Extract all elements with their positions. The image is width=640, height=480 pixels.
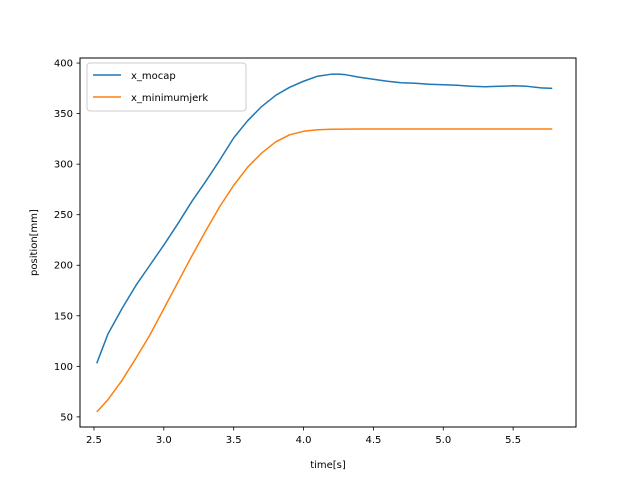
x-tick-label: 3.0 bbox=[156, 435, 172, 446]
y-axis-ticks: 50 100 150 200 250 300 350 400 bbox=[54, 59, 80, 423]
series-line-x-mocap bbox=[96, 73, 553, 364]
y-tick-label: 400 bbox=[54, 59, 73, 70]
axes-frame bbox=[79, 57, 577, 428]
y-tick-label: 50 bbox=[60, 412, 73, 423]
y-tick-label: 150 bbox=[54, 311, 73, 322]
x-tick-label: 5.5 bbox=[505, 435, 521, 446]
x-tick-label: 4.5 bbox=[365, 435, 381, 446]
y-tick-label: 350 bbox=[54, 109, 73, 120]
x-axis-ticks: 2.5 3.0 3.5 4.0 4.5 5.0 5.5 bbox=[86, 427, 521, 446]
x-tick-label: 4.0 bbox=[296, 435, 312, 446]
x-tick-label: 2.5 bbox=[86, 435, 102, 446]
legend: x_mocap x_minimumjerk bbox=[86, 62, 247, 112]
legend-box bbox=[86, 62, 247, 112]
y-tick-label: 300 bbox=[54, 160, 73, 171]
y-axis-label: position[mm] bbox=[29, 209, 40, 276]
x-tick-label: 3.5 bbox=[226, 435, 242, 446]
y-tick-label: 250 bbox=[54, 210, 73, 221]
y-tick-label: 200 bbox=[54, 261, 73, 272]
series-group bbox=[96, 73, 553, 413]
y-tick-label: 100 bbox=[54, 362, 73, 373]
legend-label-x-mocap: x_mocap bbox=[131, 71, 176, 82]
x-tick-label: 5.0 bbox=[435, 435, 451, 446]
legend-label-x-minimumjerk: x_minimumjerk bbox=[131, 93, 208, 104]
x-axis-label: time[s] bbox=[310, 460, 346, 471]
plot-area bbox=[79, 57, 577, 428]
series-line-x-minimumjerk bbox=[96, 128, 553, 413]
